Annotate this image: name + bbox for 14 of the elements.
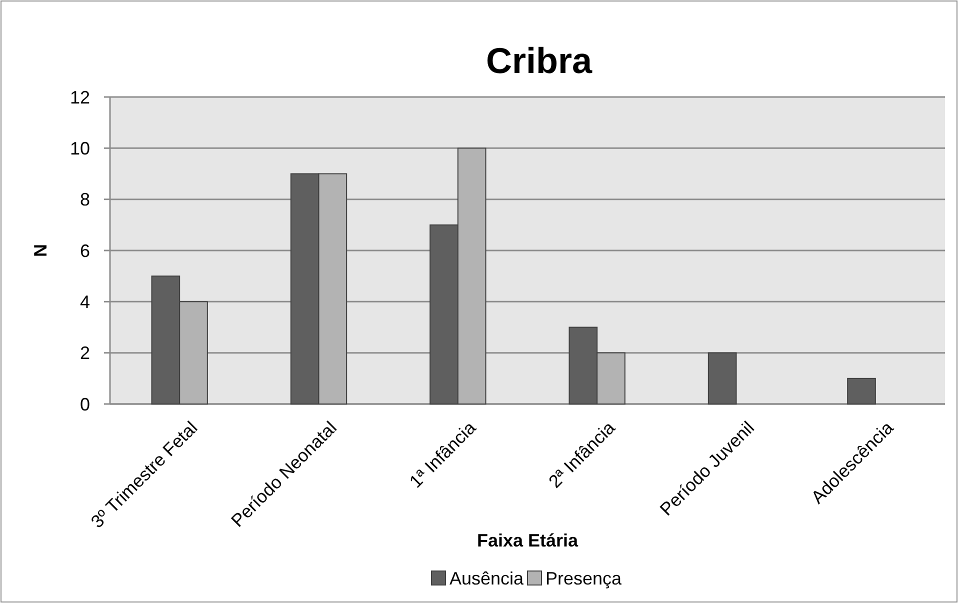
y-axis-title: N bbox=[30, 244, 50, 257]
y-tick-label: 10 bbox=[70, 138, 90, 158]
y-tick-label: 0 bbox=[80, 394, 90, 414]
bar bbox=[708, 352, 737, 404]
legend-label: Presença bbox=[546, 568, 623, 588]
y-tick-label: 12 bbox=[70, 87, 90, 108]
y-tick-label: 2 bbox=[80, 343, 90, 364]
legend-label: Ausência bbox=[450, 568, 525, 588]
y-tick-label: 6 bbox=[80, 240, 90, 261]
y-tick-label: 8 bbox=[80, 190, 90, 210]
y-tick-label: 4 bbox=[80, 292, 90, 312]
bar bbox=[847, 378, 876, 404]
x-axis-title: Faixa Etária bbox=[476, 530, 580, 550]
chart-title: Cribra bbox=[486, 40, 593, 82]
